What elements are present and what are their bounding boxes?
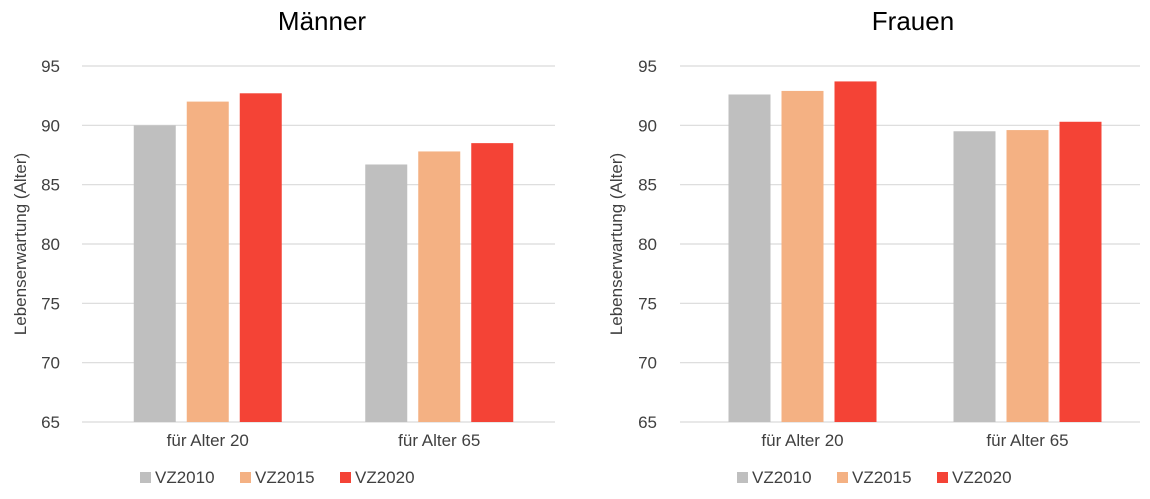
chart2-legend-swatch-vz2015	[837, 472, 848, 483]
chart2-y-tick-label: 75	[638, 294, 657, 313]
chart2-y-tick-label: 65	[638, 413, 657, 432]
chart2-legend-label: VZ2010	[752, 468, 812, 487]
chart1-y-axis-label: Lebenserwartung (Alter)	[11, 153, 30, 335]
chart2-bar-vz2015	[781, 90, 824, 423]
chart1-bar-vz2010	[365, 164, 408, 422]
chart2-bar-vz2020	[834, 81, 877, 422]
chart2-y-tick-label: 90	[638, 116, 657, 135]
chart2-bar-vz2020	[1059, 121, 1102, 423]
chart1-legend-swatch-vz2015	[240, 472, 251, 483]
chart1-y-tick-label: 75	[41, 294, 60, 313]
chart1-legend-label: VZ2015	[255, 468, 315, 487]
chart2-bar-vz2010	[953, 131, 996, 422]
chart2-title: Frauen	[872, 6, 954, 36]
chart1-y-tick-label: 85	[41, 176, 60, 195]
chart1-y-tick-label: 70	[41, 354, 60, 373]
chart2-legend-swatch-vz2010	[737, 472, 748, 483]
chart1-title: Männer	[278, 6, 366, 36]
chart1-bar-vz2015	[186, 101, 229, 422]
chart1-y-tick-label: 95	[41, 57, 60, 76]
chart1-x-tick-label: für Alter 65	[398, 431, 480, 450]
chart2-y-tick-label: 85	[638, 176, 657, 195]
chart2-y-tick-label: 70	[638, 354, 657, 373]
chart2-bar-vz2015	[1006, 130, 1049, 422]
chart2-y-tick-label: 80	[638, 235, 657, 254]
chart1-y-tick-label: 80	[41, 235, 60, 254]
chart1-y-tick-label: 65	[41, 413, 60, 432]
chart1-x-tick-label: für Alter 20	[167, 431, 249, 450]
chart1-bar-vz2020	[471, 143, 514, 422]
chart1-legend-swatch-vz2010	[140, 472, 151, 483]
chart1-y-tick-label: 90	[41, 116, 60, 135]
chart2-x-tick-label: für Alter 65	[986, 431, 1068, 450]
chart1-legend-label: VZ2020	[355, 468, 415, 487]
chart2-y-axis-label: Lebenserwartung (Alter)	[607, 153, 626, 335]
chart2-y-tick-label: 95	[638, 57, 657, 76]
chart1-bar-vz2010	[133, 125, 176, 422]
chart2-legend-label: VZ2015	[852, 468, 912, 487]
chart2-bar-vz2010	[728, 94, 771, 422]
chart2-legend-label: VZ2020	[952, 468, 1012, 487]
chart1-legend-label: VZ2010	[155, 468, 215, 487]
chart1-bar-vz2015	[418, 151, 461, 422]
chart1-legend-swatch-vz2020	[340, 472, 351, 483]
chart2-legend-swatch-vz2020	[937, 472, 948, 483]
chart1-bar-vz2020	[239, 93, 282, 422]
chart2-x-tick-label: für Alter 20	[761, 431, 843, 450]
